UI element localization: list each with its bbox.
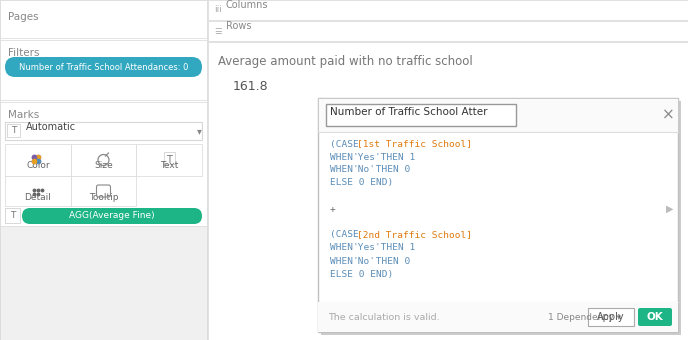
Text: Color: Color: [26, 162, 50, 170]
Bar: [321, 101, 681, 335]
Text: ×: ×: [662, 107, 674, 122]
Text: Rows: Rows: [226, 21, 252, 31]
Text: Number of Traffic School Attendances: 0: Number of Traffic School Attendances: 0: [19, 63, 189, 71]
Text: Average amount paid with no traffic school: Average amount paid with no traffic scho…: [218, 55, 473, 68]
Text: Detail: Detail: [24, 192, 52, 202]
Text: ▾: ▾: [197, 126, 202, 136]
Text: ELSE 0 END): ELSE 0 END): [330, 178, 394, 187]
Bar: [0, 102, 207, 272]
Text: (CASE: (CASE: [330, 231, 365, 239]
Bar: [71, 144, 136, 176]
Bar: [0, 226, 207, 340]
Text: Size: Size: [94, 162, 113, 170]
Bar: [208, 21, 688, 41]
Text: 'Yes': 'Yes': [352, 243, 381, 253]
Bar: [71, 176, 136, 206]
Bar: [318, 302, 678, 332]
Text: OK: OK: [647, 312, 663, 322]
Bar: [588, 308, 634, 326]
Bar: [164, 152, 175, 164]
Text: Pages: Pages: [8, 12, 39, 22]
Bar: [208, 42, 688, 340]
Text: THEN 0: THEN 0: [371, 166, 411, 174]
Text: 1 Dependency ▾: 1 Dependency ▾: [548, 312, 621, 322]
FancyBboxPatch shape: [22, 208, 202, 224]
Text: THEN 0: THEN 0: [371, 256, 411, 266]
FancyBboxPatch shape: [5, 57, 202, 77]
Bar: [318, 98, 678, 132]
Bar: [0, 0, 207, 38]
Text: Number of Traffic School Atter: Number of Traffic School Atter: [330, 107, 488, 117]
Text: 161.8: 161.8: [233, 80, 268, 93]
Bar: [5, 176, 71, 206]
Text: WHEN: WHEN: [330, 153, 358, 162]
Text: Marks: Marks: [8, 110, 39, 120]
Bar: [326, 104, 516, 126]
Bar: [5, 208, 20, 223]
Text: Automatic: Automatic: [26, 122, 76, 132]
Text: Tooltip: Tooltip: [89, 192, 118, 202]
Text: Filters: Filters: [8, 48, 39, 58]
Text: ▶: ▶: [666, 204, 674, 214]
Text: WHEN: WHEN: [330, 256, 358, 266]
Text: [2nd Traffic School]: [2nd Traffic School]: [357, 231, 472, 239]
Text: T: T: [11, 126, 17, 135]
Text: 'No': 'No': [352, 256, 376, 266]
Text: T: T: [10, 211, 15, 220]
Text: WHEN: WHEN: [330, 243, 358, 253]
Text: +: +: [330, 204, 336, 214]
Text: Apply: Apply: [597, 312, 625, 322]
Text: iii: iii: [214, 5, 222, 15]
Text: Text: Text: [160, 162, 178, 170]
Bar: [5, 144, 71, 176]
Text: THEN 1: THEN 1: [375, 153, 416, 162]
Text: THEN 1: THEN 1: [375, 243, 416, 253]
Text: WHEN: WHEN: [330, 166, 358, 174]
Bar: [136, 144, 202, 176]
Text: The calculation is valid.: The calculation is valid.: [328, 312, 440, 322]
Bar: [0, 40, 207, 100]
Bar: [7, 124, 20, 137]
Text: AGG(Average Fine): AGG(Average Fine): [69, 211, 155, 221]
Text: 'No': 'No': [352, 166, 376, 174]
Text: [1st Traffic School]: [1st Traffic School]: [357, 139, 472, 149]
Bar: [5, 122, 202, 140]
Bar: [208, 0, 688, 20]
Text: ☰: ☰: [214, 27, 222, 35]
Text: (CASE: (CASE: [330, 139, 365, 149]
Text: T: T: [166, 155, 172, 165]
Text: Columns: Columns: [226, 0, 268, 10]
Bar: [0, 0, 207, 340]
Bar: [318, 98, 678, 332]
FancyBboxPatch shape: [638, 308, 672, 326]
Text: 'Yes': 'Yes': [352, 153, 381, 162]
Text: ELSE 0 END): ELSE 0 END): [330, 270, 394, 278]
